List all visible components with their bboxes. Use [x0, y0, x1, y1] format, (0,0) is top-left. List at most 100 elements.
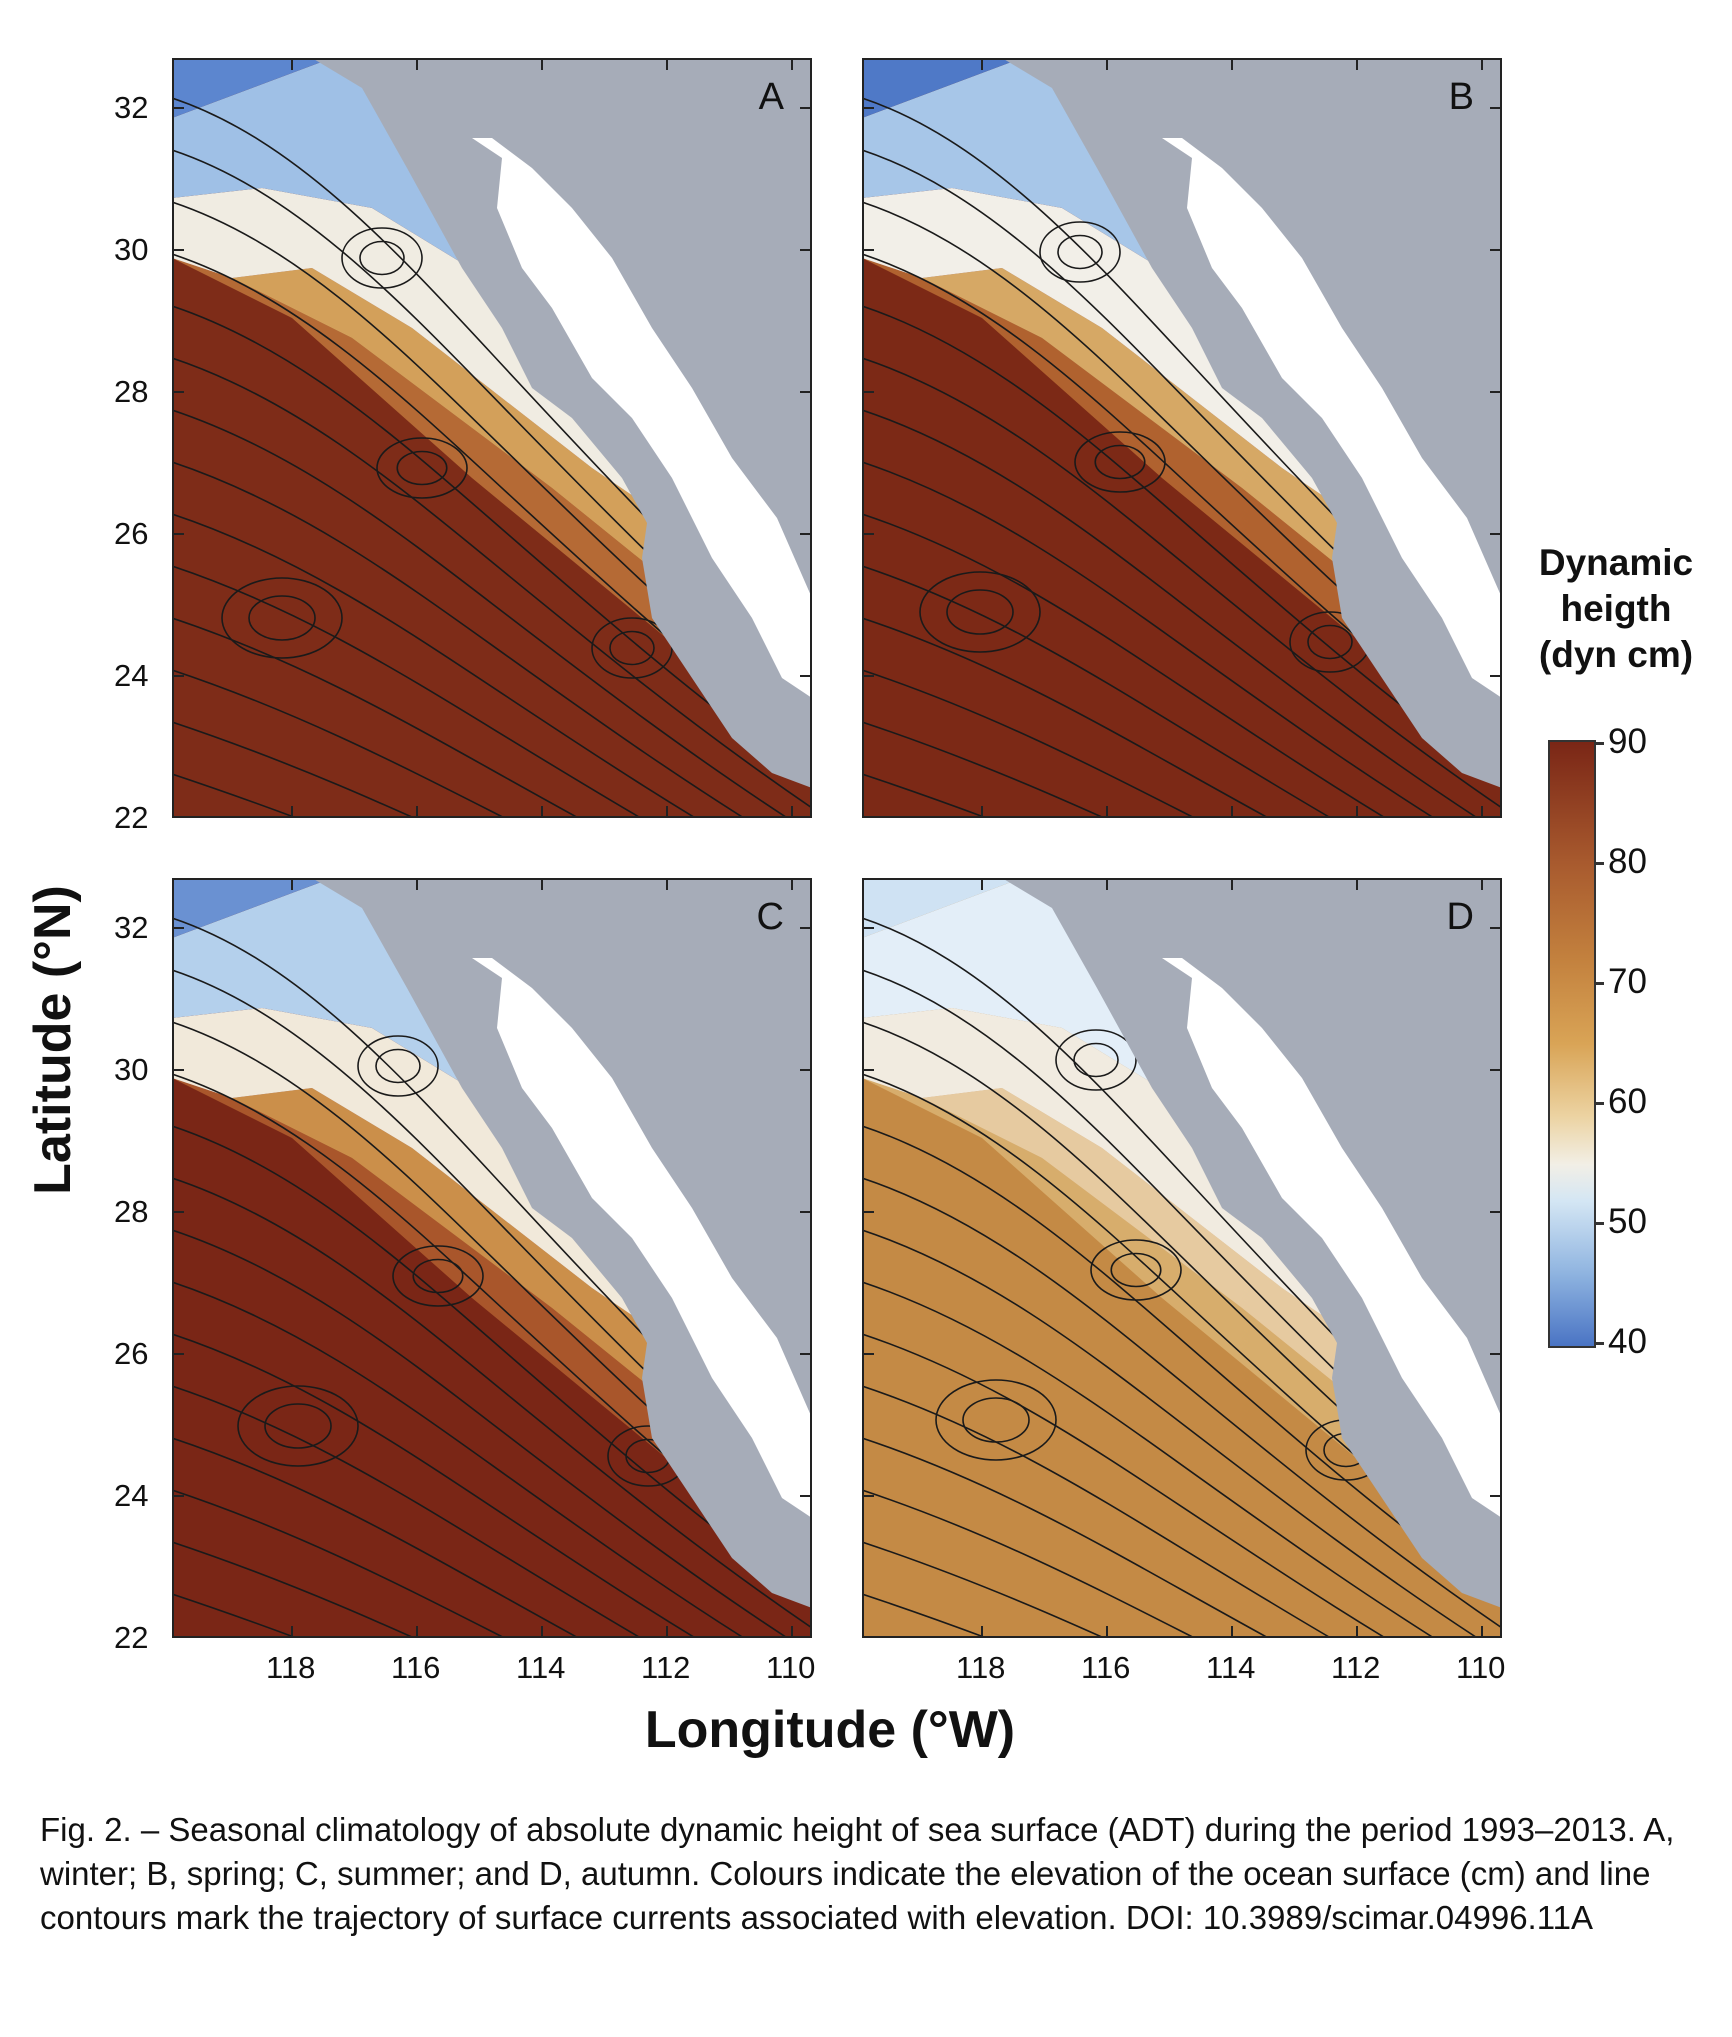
map-panel-a: A [172, 58, 812, 818]
map-frame [172, 58, 812, 818]
longitude-tick-label: 114 [516, 1650, 566, 1685]
contour-line [172, 1229, 789, 1638]
longitude-tick-label: 110 [1456, 1650, 1506, 1685]
contour-line [172, 357, 812, 809]
latitude-tick-label: 28 [114, 374, 149, 409]
eddy-contour [1073, 1042, 1119, 1078]
latitude-tick-label: 30 [114, 232, 149, 267]
height-band [862, 1138, 1502, 1638]
map-panel-b: B [862, 58, 1502, 818]
contour-line [862, 1593, 989, 1638]
height-band [862, 58, 1022, 118]
eddy-contour [1039, 221, 1121, 283]
contour-line [862, 1385, 1333, 1638]
contour-line [862, 1333, 1387, 1638]
contour-line [862, 565, 1333, 818]
colorbar-tick [1594, 1102, 1604, 1105]
gulf-of-california [1162, 138, 1502, 698]
longitude-tick-label: 116 [1081, 1650, 1131, 1685]
current-contours [172, 97, 812, 818]
dynamic-height-map [172, 878, 812, 1638]
eddy-contour [396, 450, 448, 486]
contour-line [862, 409, 1479, 818]
dynamic-height-map [862, 878, 1502, 1638]
contour-line [862, 1437, 1270, 1638]
land-mass [312, 878, 812, 1608]
eddy-contour [375, 1048, 421, 1084]
colorbar-tick [1594, 1342, 1604, 1345]
colorbar-title-line-3: (dyn cm) [1538, 634, 1694, 675]
height-band [862, 318, 1502, 818]
map-panel-d: D [862, 878, 1502, 1638]
contour-line [172, 565, 643, 818]
eddy-contour [341, 227, 423, 289]
contour-line [172, 1593, 299, 1638]
eddy-contour [412, 1258, 464, 1294]
panel-letter-b: B [1448, 76, 1474, 118]
colorbar-tick-label: 80 [1608, 842, 1647, 881]
contour-line [172, 1333, 697, 1638]
eddy-contour [1057, 234, 1103, 270]
colorbar-tick [1594, 982, 1604, 985]
height-band [172, 878, 332, 938]
colorbar-tick [1594, 862, 1604, 865]
colorbar-tick-label: 40 [1608, 1322, 1647, 1361]
contour-line [862, 1281, 1436, 1638]
latitude-tick-label: 28 [114, 1194, 149, 1229]
contour-line [172, 1177, 812, 1629]
latitude-tick-label: 32 [114, 910, 149, 945]
contour-line [172, 461, 746, 818]
contour-line [862, 1489, 1197, 1638]
map-frame [862, 58, 1502, 818]
map-frame [172, 878, 812, 1638]
longitude-tick-label: 118 [266, 1650, 316, 1685]
eddy-contour [1110, 1252, 1162, 1288]
gulf-of-california [472, 138, 812, 698]
colorbar-tick-label: 70 [1608, 962, 1647, 1001]
longitude-tick-label: 116 [391, 1650, 441, 1685]
eddy-contour [1074, 431, 1166, 493]
panel-letter-a: A [758, 76, 784, 118]
longitude-tick-label: 112 [1331, 1650, 1381, 1685]
eddy-contour [357, 1035, 439, 1097]
eddy-contour [946, 589, 1014, 635]
contour-line [862, 357, 1502, 809]
latitude-tick-label: 24 [114, 1478, 149, 1513]
latitude-tick-label: 22 [114, 800, 149, 835]
gulf-of-california [1162, 958, 1502, 1518]
eddy-contour [237, 1385, 359, 1467]
longitude-tick-label: 112 [641, 1650, 691, 1685]
gulf-of-california [472, 958, 812, 1518]
contour-line [862, 1229, 1479, 1638]
contour-line [862, 305, 1502, 783]
latitude-tick-label: 24 [114, 658, 149, 693]
colorbar-title-line-1: Dynamic [1538, 542, 1694, 583]
contour-line [172, 721, 417, 818]
panel-letter-d: D [1446, 896, 1474, 938]
colorbar-tick [1594, 1222, 1604, 1225]
panel-letter-c: C [756, 896, 784, 938]
y-axis-label: Latitude (°N) [24, 885, 83, 1195]
contour-line [172, 305, 812, 783]
colorbar-tick [1594, 742, 1604, 745]
dynamic-height-map [172, 58, 812, 818]
contour-line [862, 513, 1387, 818]
eddy-contour [962, 1397, 1030, 1443]
contour-line [172, 617, 580, 818]
contour-line [862, 1125, 1502, 1603]
eddy-contour [248, 595, 316, 641]
latitude-tick-label: 26 [114, 516, 149, 551]
latitude-tick-label: 30 [114, 1052, 149, 1087]
height-band [862, 878, 1022, 938]
contour-line [862, 721, 1107, 818]
height-band [172, 1138, 812, 1638]
latitude-tick-label: 22 [114, 1620, 149, 1655]
map-frame [862, 878, 1502, 1638]
contour-line [862, 1541, 1107, 1638]
map-panel-c: C [172, 878, 812, 1638]
x-axis-label: Longitude (°W) [644, 1701, 1016, 1759]
contour-line [862, 1177, 1502, 1629]
height-band [172, 318, 812, 818]
contour-line [172, 1125, 812, 1603]
eddy-contour [376, 437, 468, 499]
